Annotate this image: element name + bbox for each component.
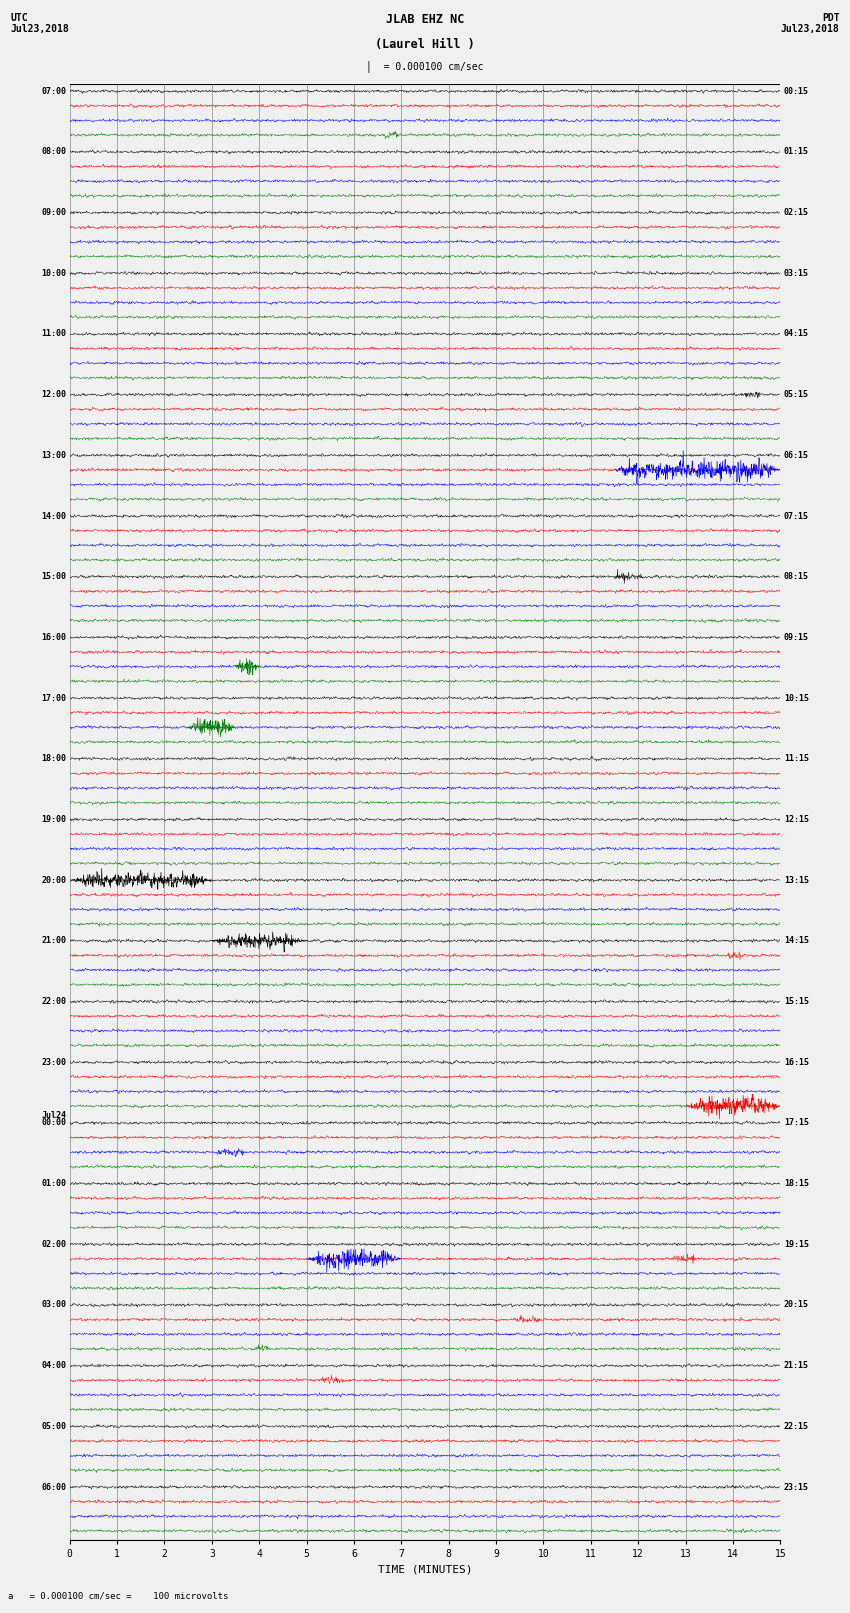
Text: 15:15: 15:15 (784, 997, 809, 1007)
Text: 22:15: 22:15 (784, 1421, 809, 1431)
Text: 02:00: 02:00 (41, 1240, 66, 1248)
Text: JLAB EHZ NC: JLAB EHZ NC (386, 13, 464, 26)
Text: 15:00: 15:00 (41, 573, 66, 581)
Text: 23:00: 23:00 (41, 1058, 66, 1066)
Text: 07:00: 07:00 (41, 87, 66, 95)
Text: PDT
Jul23,2018: PDT Jul23,2018 (781, 13, 840, 34)
Text: 00:00: 00:00 (41, 1118, 66, 1127)
Text: 18:00: 18:00 (41, 755, 66, 763)
Text: 07:15: 07:15 (784, 511, 809, 521)
Text: 02:15: 02:15 (784, 208, 809, 218)
Text: 23:15: 23:15 (784, 1482, 809, 1492)
Text: 08:15: 08:15 (784, 573, 809, 581)
Text: 22:00: 22:00 (41, 997, 66, 1007)
X-axis label: TIME (MINUTES): TIME (MINUTES) (377, 1565, 473, 1574)
Text: Jul24: Jul24 (41, 1111, 66, 1119)
Text: 14:15: 14:15 (784, 936, 809, 945)
Text: a   = 0.000100 cm/sec =    100 microvolts: a = 0.000100 cm/sec = 100 microvolts (8, 1590, 229, 1600)
Text: 12:00: 12:00 (41, 390, 66, 398)
Text: 10:00: 10:00 (41, 269, 66, 277)
Text: 06:00: 06:00 (41, 1482, 66, 1492)
Text: 09:00: 09:00 (41, 208, 66, 218)
Text: 00:15: 00:15 (784, 87, 809, 95)
Text: 06:15: 06:15 (784, 450, 809, 460)
Text: 03:00: 03:00 (41, 1300, 66, 1310)
Text: 19:00: 19:00 (41, 815, 66, 824)
Text: (Laurel Hill ): (Laurel Hill ) (375, 37, 475, 50)
Text: 04:15: 04:15 (784, 329, 809, 339)
Text: 13:15: 13:15 (784, 876, 809, 884)
Text: 17:00: 17:00 (41, 694, 66, 703)
Text: │  = 0.000100 cm/sec: │ = 0.000100 cm/sec (366, 60, 484, 73)
Text: 08:00: 08:00 (41, 147, 66, 156)
Text: 21:15: 21:15 (784, 1361, 809, 1369)
Text: 09:15: 09:15 (784, 632, 809, 642)
Text: 19:15: 19:15 (784, 1240, 809, 1248)
Text: 05:15: 05:15 (784, 390, 809, 398)
Text: 20:15: 20:15 (784, 1300, 809, 1310)
Text: 01:00: 01:00 (41, 1179, 66, 1189)
Text: 21:00: 21:00 (41, 936, 66, 945)
Text: 17:15: 17:15 (784, 1118, 809, 1127)
Text: 01:15: 01:15 (784, 147, 809, 156)
Text: 03:15: 03:15 (784, 269, 809, 277)
Text: 11:00: 11:00 (41, 329, 66, 339)
Text: UTC
Jul23,2018: UTC Jul23,2018 (10, 13, 69, 34)
Text: 18:15: 18:15 (784, 1179, 809, 1189)
Text: 16:00: 16:00 (41, 632, 66, 642)
Text: 13:00: 13:00 (41, 450, 66, 460)
Text: 20:00: 20:00 (41, 876, 66, 884)
Text: 12:15: 12:15 (784, 815, 809, 824)
Text: 10:15: 10:15 (784, 694, 809, 703)
Text: 16:15: 16:15 (784, 1058, 809, 1066)
Text: 04:00: 04:00 (41, 1361, 66, 1369)
Text: 05:00: 05:00 (41, 1421, 66, 1431)
Text: 11:15: 11:15 (784, 755, 809, 763)
Text: 14:00: 14:00 (41, 511, 66, 521)
